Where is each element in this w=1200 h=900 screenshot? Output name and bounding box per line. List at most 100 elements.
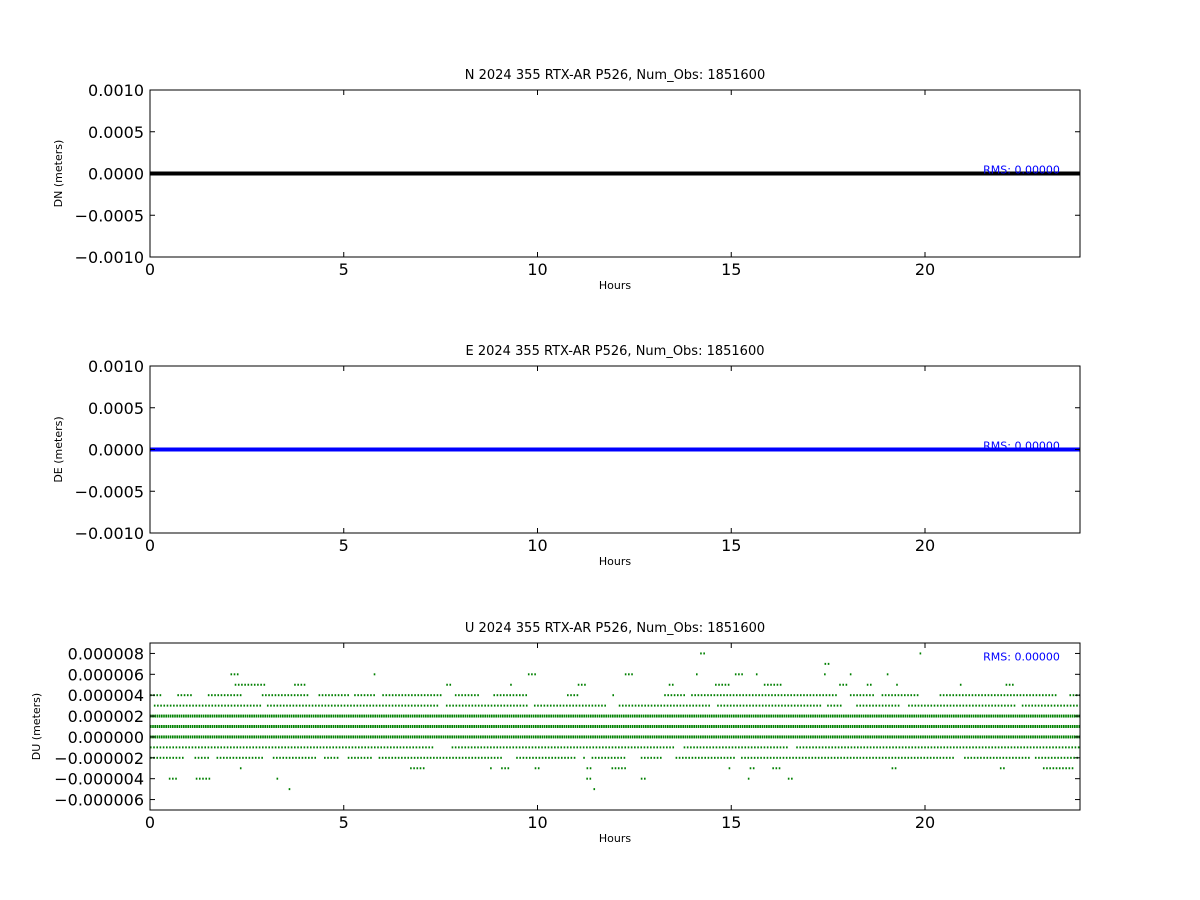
data-point	[755, 694, 757, 697]
data-point	[339, 735, 341, 739]
data-point	[917, 714, 920, 718]
data-point	[319, 725, 321, 728]
data-point	[1025, 725, 1028, 728]
data-point	[1012, 756, 1014, 759]
data-point	[401, 756, 403, 759]
data-point	[541, 746, 543, 749]
data-point	[755, 735, 757, 739]
data-point	[924, 714, 926, 718]
data-point	[1003, 767, 1005, 770]
data-point	[378, 714, 381, 718]
data-point	[788, 735, 790, 739]
data-point	[512, 746, 515, 749]
data-point	[636, 725, 638, 728]
chart-panel-3: 0 5 10 15 200.0000080.0000060.0000040.000002…	[30, 621, 1081, 845]
data-point	[748, 725, 750, 728]
data-point	[594, 725, 596, 728]
data-point	[294, 746, 296, 749]
data-point	[735, 725, 737, 728]
data-point	[894, 767, 897, 770]
data-point	[749, 704, 751, 707]
data-point	[394, 756, 397, 759]
data-point	[497, 714, 500, 718]
data-point	[586, 746, 588, 749]
data-point	[807, 714, 810, 718]
data-point	[156, 756, 158, 759]
data-point	[352, 725, 354, 728]
data-point	[681, 756, 684, 759]
data-point	[202, 777, 204, 780]
x-tick-label: 15	[721, 536, 741, 555]
data-point	[274, 694, 277, 697]
data-point	[252, 746, 254, 749]
data-point	[773, 683, 776, 686]
data-point	[970, 735, 973, 739]
data-point	[458, 694, 460, 697]
data-point	[579, 735, 581, 739]
data-point	[779, 735, 781, 739]
data-point	[805, 746, 808, 749]
data-point	[1012, 725, 1014, 728]
data-point	[948, 725, 951, 728]
data-point	[1001, 725, 1003, 728]
data-point	[502, 735, 504, 739]
data-point	[401, 694, 404, 697]
data-point	[293, 725, 295, 728]
data-point	[772, 714, 775, 718]
data-point	[484, 714, 486, 718]
data-point	[763, 714, 766, 718]
data-point	[777, 694, 780, 697]
data-point	[783, 694, 786, 697]
data-point	[824, 756, 826, 759]
data-point	[343, 714, 346, 718]
data-point	[1063, 735, 1065, 739]
data-point	[549, 704, 552, 707]
data-point	[251, 756, 254, 759]
data-point	[696, 673, 698, 676]
data-point	[935, 735, 937, 739]
data-point	[257, 725, 260, 728]
data-point	[636, 735, 638, 739]
data-point	[699, 746, 702, 749]
data-point	[381, 714, 383, 718]
data-point	[1078, 725, 1080, 728]
data-point	[728, 735, 731, 739]
data-point	[966, 714, 968, 718]
data-point	[796, 735, 799, 739]
data-point	[843, 725, 845, 728]
data-point	[229, 735, 231, 739]
data-point	[243, 704, 246, 707]
data-point	[1049, 746, 1051, 749]
data-point	[856, 735, 858, 739]
data-point	[341, 725, 343, 728]
data-point	[444, 714, 447, 718]
data-point	[882, 746, 885, 749]
data-point	[358, 746, 360, 749]
data-point	[900, 735, 902, 739]
data-point	[202, 714, 205, 718]
data-point	[984, 694, 987, 697]
data-point	[968, 704, 971, 707]
data-point	[782, 746, 785, 749]
data-point	[629, 714, 632, 718]
data-point	[407, 725, 409, 728]
data-point	[418, 714, 420, 718]
data-point	[1058, 767, 1061, 770]
data-point	[426, 704, 429, 707]
data-point	[535, 714, 537, 718]
data-point	[253, 714, 255, 718]
data-point	[161, 725, 163, 728]
data-point	[284, 746, 286, 749]
data-point	[830, 756, 833, 759]
data-point	[576, 735, 579, 739]
data-point	[979, 714, 981, 718]
data-point	[530, 735, 533, 739]
data-point	[810, 735, 812, 739]
data-point	[506, 725, 508, 728]
data-point	[587, 735, 590, 739]
data-point	[182, 746, 184, 749]
data-point	[739, 725, 742, 728]
data-point	[840, 714, 843, 718]
data-point	[519, 714, 522, 718]
data-point	[814, 756, 817, 759]
